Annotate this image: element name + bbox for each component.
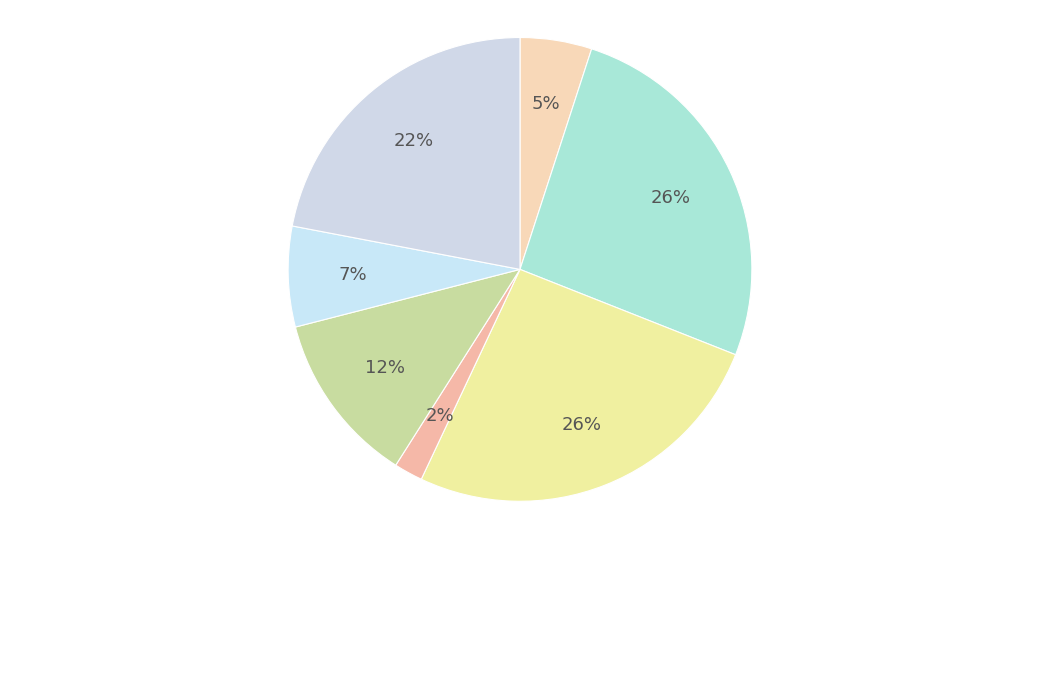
- Wedge shape: [520, 38, 592, 269]
- Wedge shape: [292, 38, 520, 269]
- Wedge shape: [288, 226, 520, 327]
- Wedge shape: [421, 269, 735, 501]
- Wedge shape: [396, 269, 520, 479]
- Text: 7%: 7%: [339, 265, 367, 284]
- Text: 26%: 26%: [562, 415, 601, 434]
- Text: 22%: 22%: [393, 132, 434, 150]
- Wedge shape: [295, 269, 520, 465]
- Wedge shape: [520, 49, 752, 355]
- Text: 5%: 5%: [531, 95, 561, 113]
- Text: 12%: 12%: [365, 359, 405, 376]
- Text: 26%: 26%: [651, 190, 691, 207]
- Text: 2%: 2%: [425, 406, 453, 425]
